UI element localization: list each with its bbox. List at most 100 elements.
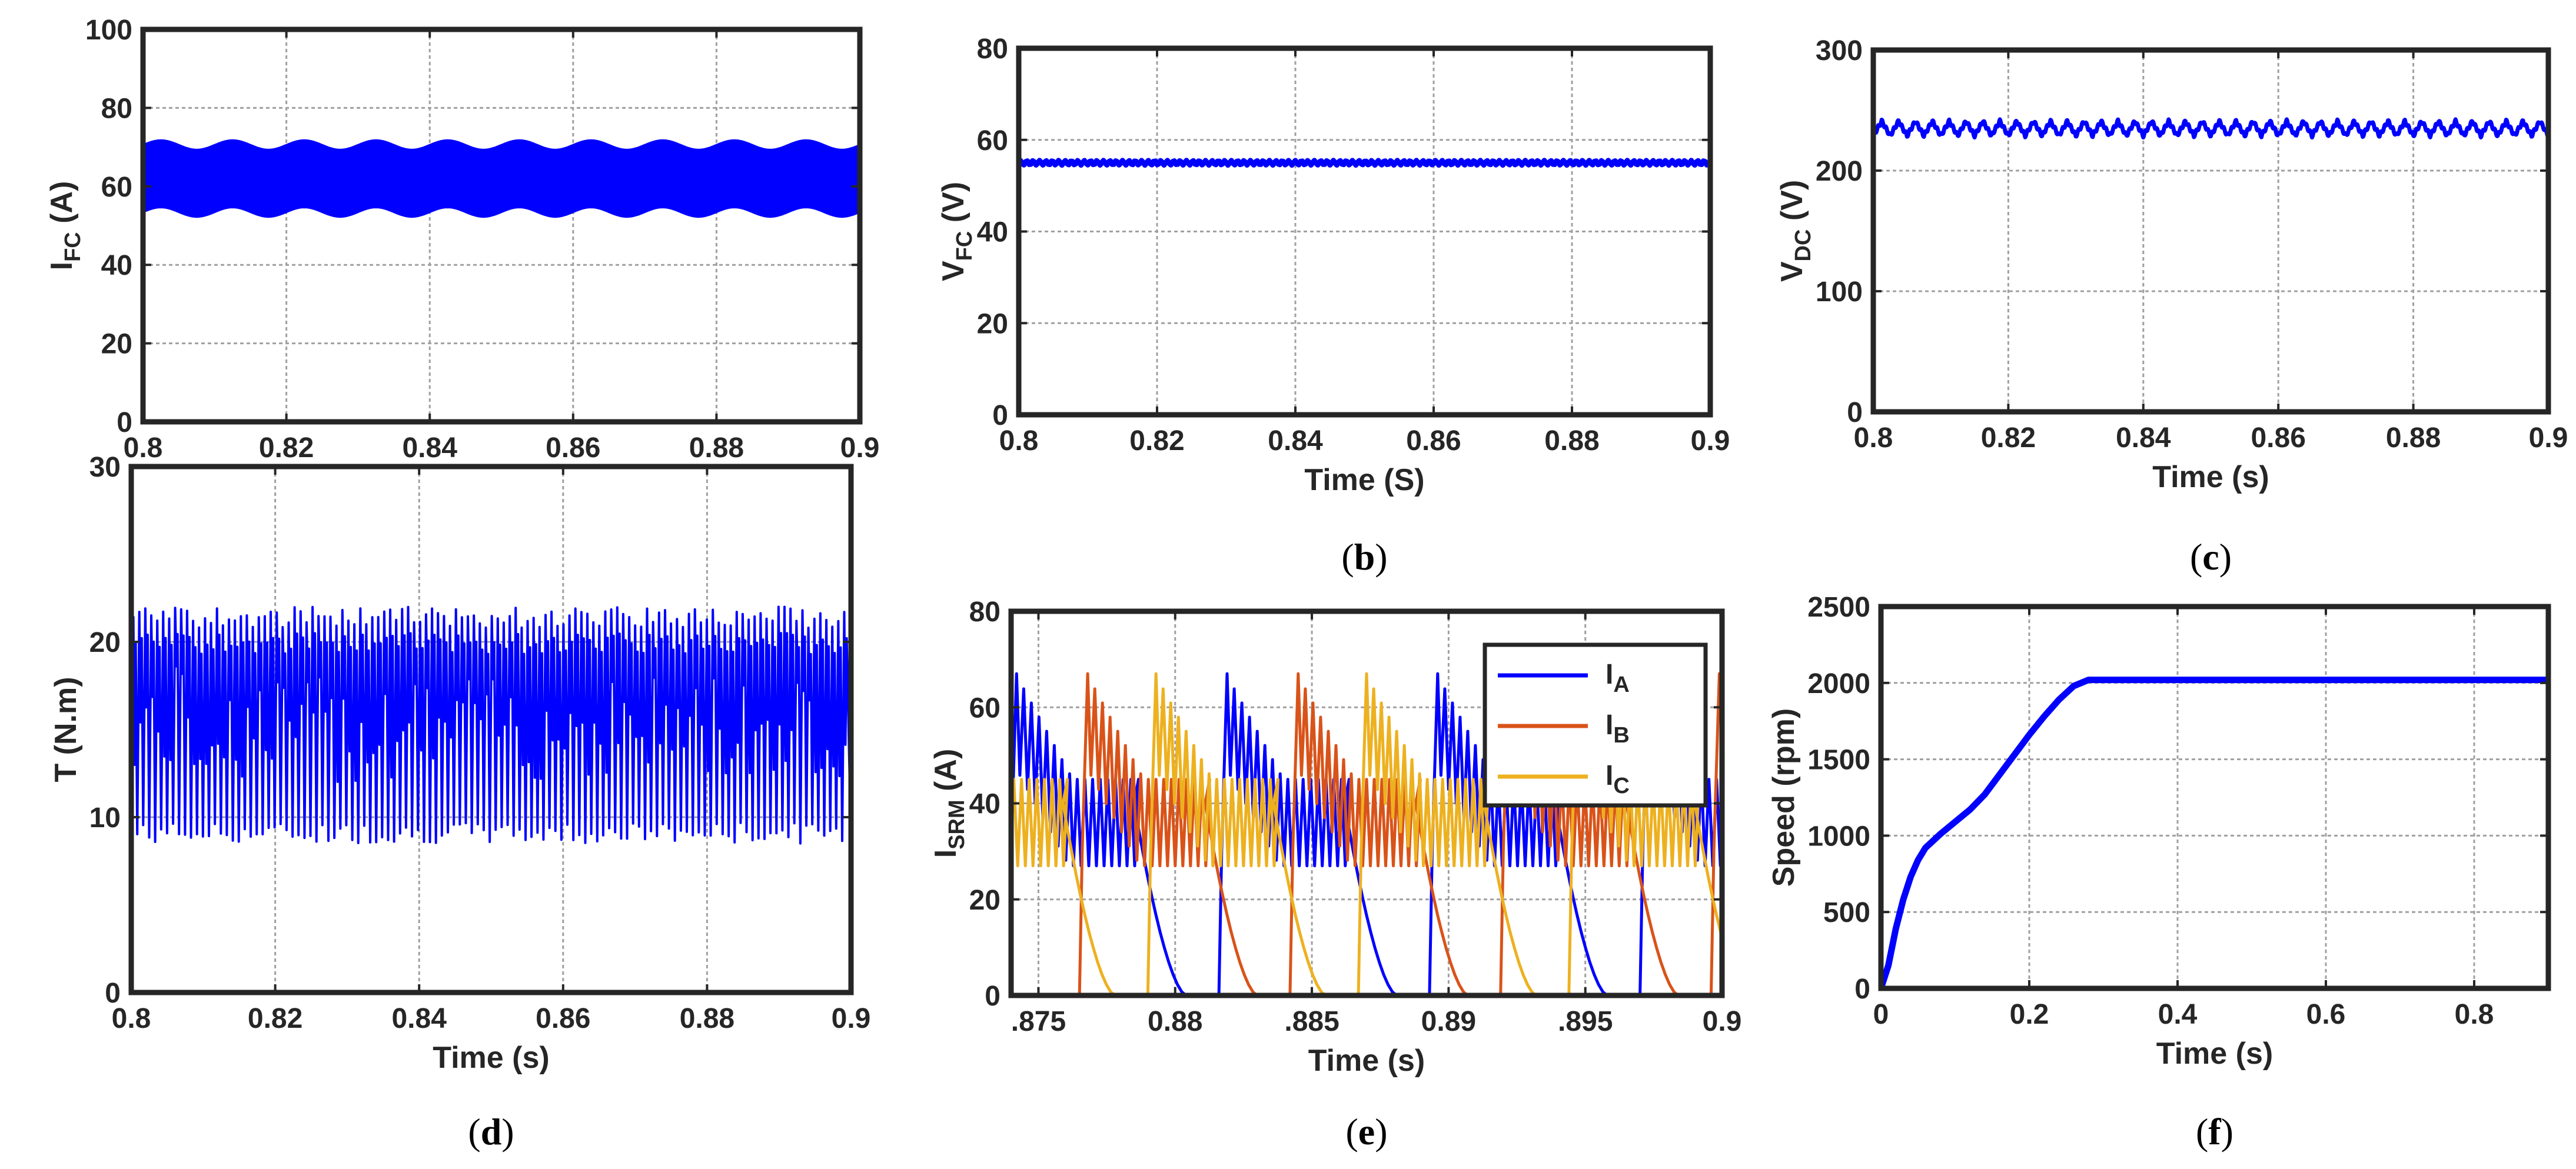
chart-c: 0.8 0.82 0.84 0.86 0.88 0.9 0 100 200 300 Time (s)… [1775, 35, 2568, 578]
x-tick-label: 0.6 [2306, 999, 2346, 1030]
series-line [1881, 677, 2548, 988]
series-line-B [1288, 672, 1469, 995]
x-tick-label: 0.9 [1691, 425, 1730, 457]
y-axis-label: ISRM (A) [929, 749, 969, 858]
y-tick-label: 20 [89, 627, 121, 658]
series-group [1881, 677, 2548, 988]
x-tick-label: 0.8 [999, 425, 1039, 457]
x-tick-label: 0.89 [1421, 1006, 1476, 1037]
y-tick-label: 2500 [1807, 592, 1870, 623]
y-tick-label: 30 [89, 452, 121, 483]
x-axis-label: Time (s) [2156, 1037, 2273, 1071]
y-tick-label: 500 [1823, 897, 1870, 928]
y-axis-label: VDC (V) [1775, 180, 1816, 282]
y-tick-label: 0 [1854, 974, 1870, 1005]
y-tick-label: 200 [1816, 156, 1863, 187]
x-axis-label: Time (s) [1308, 1044, 1425, 1078]
series-line [1019, 158, 1710, 168]
y-tick-label: 40 [969, 789, 1001, 820]
x-tick-label: 0.82 [248, 1003, 303, 1034]
x-tick-label: 0.84 [391, 1003, 447, 1034]
y-tick-label: 300 [1816, 35, 1863, 66]
y-tick-label: 20 [969, 885, 1001, 916]
x-tick-label: 0.8 [124, 432, 163, 464]
x-tick-label: 0.84 [402, 432, 457, 464]
x-axis-label: Time (s) [2152, 460, 2269, 494]
x-axis-label: Time (s) [433, 1041, 549, 1075]
x-tick-label: 0.86 [536, 1003, 590, 1034]
plot-area [143, 29, 860, 422]
x-tick-label: 0.84 [1268, 425, 1323, 457]
series-line-C [1357, 672, 1537, 995]
x-tick-label: .885 [1284, 1006, 1339, 1037]
chart-a: 0.80.820.840.860.880.9020406080100Time (… [45, 15, 879, 579]
y-tick-label: 0 [985, 981, 1001, 1012]
axes-frame [1878, 604, 2551, 991]
x-tick-label: 0.86 [546, 432, 600, 464]
y-tick-label: 1500 [1807, 745, 1870, 776]
x-tick-label: 0.9 [1703, 1006, 1742, 1037]
axes-frame [1870, 47, 2551, 415]
axes-frame [128, 464, 854, 995]
series-group [1019, 158, 1710, 168]
y-axis-label: VFC (V) [936, 182, 977, 281]
plot-area [1881, 607, 2548, 988]
chart-d: 0.8 0.82 0.84 0.86 0.88 0.9 0 10 20 30 Time (s) T (… [49, 452, 870, 1153]
x-tick-label: .875 [1011, 1006, 1066, 1037]
x-tick-label: 0.8 [1854, 422, 1893, 454]
x-tick-label: 0.8 [2455, 999, 2494, 1030]
series-line-A [1217, 672, 1398, 995]
series-line [131, 605, 851, 845]
x-tick-label: 0.82 [1129, 425, 1184, 457]
x-tick-label: 0.8 [112, 1003, 151, 1034]
chart-b: 0.8 0.82 0.84 0.86 0.88 0.9 0 20 40 60 80 Time (S) V… [936, 34, 1730, 578]
x-tick-label: 0.9 [2529, 422, 2568, 454]
y-tick-label: 40 [101, 250, 132, 281]
x-tick-label: .895 [1558, 1006, 1613, 1037]
panel-caption: (b) [1341, 536, 1387, 578]
y-tick-label: 40 [977, 217, 1008, 248]
y-tick-label: 100 [85, 15, 132, 46]
panel-caption: (e) [1345, 1111, 1387, 1153]
x-tick-label: 0.88 [680, 1003, 734, 1034]
x-tick-label: 0.88 [1148, 1006, 1202, 1037]
y-tick-label: 60 [969, 692, 1001, 724]
y-tick-label: 80 [101, 93, 132, 124]
y-tick-label: 100 [1816, 277, 1863, 308]
series-line-B [1709, 672, 1722, 995]
series-line-B [1078, 672, 1258, 995]
x-tick-label: 0.86 [2251, 422, 2305, 454]
plot-area [1873, 50, 2548, 412]
y-tick-label: 60 [977, 125, 1008, 156]
x-tick-label: 0.9 [832, 1003, 871, 1034]
y-tick-label: 10 [89, 802, 121, 834]
series-line-C [1011, 778, 1116, 995]
series-line-A [1011, 672, 1187, 995]
x-tick-label: 0.4 [2158, 999, 2198, 1030]
x-tick-label: 0.88 [1544, 425, 1599, 457]
chart-f: 0 0.2 0.4 0.6 0.8 0 500 1000 1500 2000 2500 Time (s… [1767, 592, 2551, 1153]
y-axis-label: Speed (rpm) [1767, 708, 1801, 887]
series-group [1873, 117, 2548, 140]
legend-label-B: IB [1606, 710, 1630, 748]
legend-label-C: IC [1606, 760, 1630, 798]
panel-caption: (d) [468, 1111, 514, 1153]
series-line [143, 114, 860, 218]
y-tick-label: 80 [977, 34, 1008, 65]
y-tick-label: 0 [117, 407, 132, 438]
x-tick-label: 0.82 [1981, 422, 2036, 454]
x-tick-label: 0.86 [1406, 425, 1461, 457]
y-axis-label: IFC (A) [45, 181, 85, 271]
series-line [1873, 117, 2548, 140]
y-tick-label: 0 [105, 978, 121, 1009]
x-tick-label: 0.9 [840, 432, 880, 464]
x-axis-label: Time (S) [1304, 463, 1424, 497]
y-tick-label: 0 [1847, 397, 1863, 428]
x-tick-label: 0 [1873, 999, 1889, 1030]
series-group [143, 114, 860, 218]
y-tick-label: 60 [101, 172, 132, 203]
y-tick-label: 0 [992, 400, 1008, 431]
y-tick-label: 1000 [1807, 821, 1870, 852]
y-tick-label: 20 [101, 329, 132, 360]
